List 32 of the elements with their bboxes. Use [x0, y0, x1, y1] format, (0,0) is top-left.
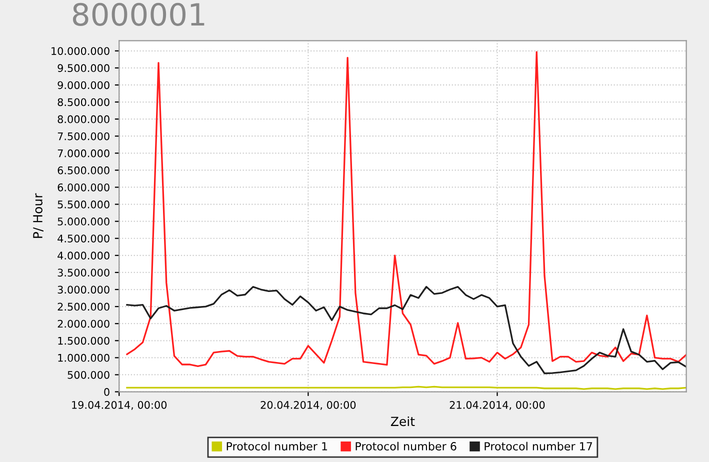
y-tick-label: 8.500.000 [58, 98, 110, 106]
y-tick-label: 6.000.000 [58, 183, 110, 192]
y-tick-label: 6.500.000 [58, 166, 110, 174]
y-tick-label: 5.500.000 [58, 200, 110, 208]
legend-label: Protocol number 17 [484, 442, 592, 450]
y-tick-label: 0 [104, 388, 110, 396]
y-tick-label: 7.500.000 [58, 132, 110, 140]
y-tick-label: 8.000.000 [58, 115, 110, 124]
y-tick-label: 2.000.000 [58, 320, 110, 328]
x-tick-label: 19.04.2014, 00:00 [72, 400, 167, 410]
line-series [126, 51, 686, 368]
y-axis-title: P/ Hour [33, 193, 44, 238]
y-tick-label: 1.000.000 [58, 354, 110, 362]
y-tick-label: 9.500.000 [58, 64, 110, 72]
y-tick-label: 4.500.000 [58, 234, 110, 242]
y-tick-label: 1.500.000 [58, 336, 110, 345]
x-tick-label: 21.04.2014, 00:00 [450, 400, 545, 410]
x-tick-label: 20.04.2014, 00:00 [260, 400, 356, 410]
line-series [126, 286, 686, 374]
y-tick-label: 10.000.000 [52, 47, 110, 55]
y-tick-label: 9.000.000 [58, 81, 110, 90]
y-tick-label: 3.000.000 [58, 286, 110, 294]
x-axis-title: Zeit [390, 416, 415, 426]
y-tick-label: 5.000.000 [58, 218, 110, 226]
y-tick-label: 4.000.000 [58, 252, 110, 260]
y-tick-label: 3.500.000 [58, 268, 110, 277]
y-tick-label: 7.000.000 [58, 149, 110, 158]
legend-label: Protocol number 6 [356, 442, 456, 450]
text: 8000001 [72, 2, 204, 26]
y-tick-label: 2.500.000 [58, 302, 110, 311]
y-tick-label: 500.000 [68, 370, 110, 379]
legend-label: Protocol number 1 [226, 442, 328, 450]
